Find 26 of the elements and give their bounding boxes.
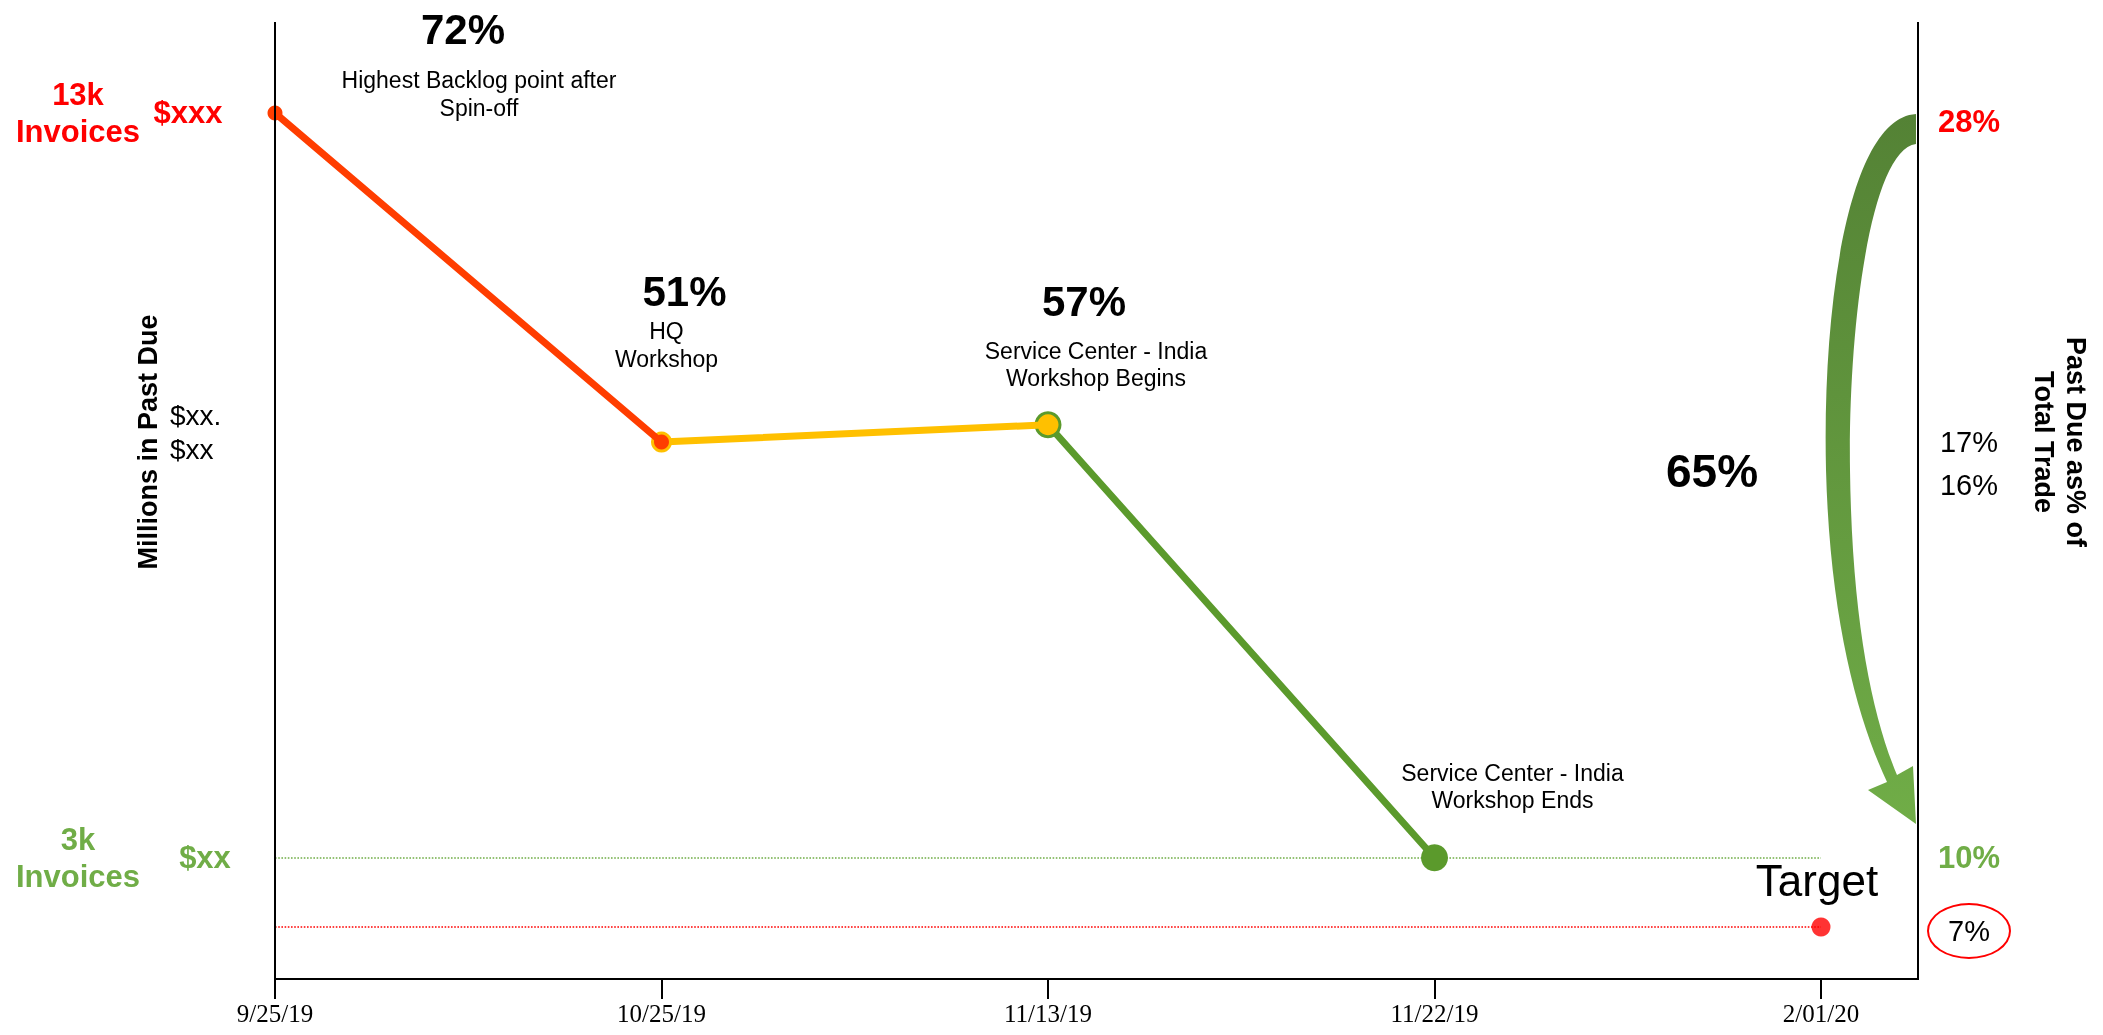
text: 7% — [1948, 913, 1990, 949]
annotation: 51% — [642, 266, 727, 317]
x-tick-label: 11/22/19 — [1390, 1000, 1479, 1027]
x-tick-label: 2/01/20 — [1782, 1000, 1860, 1027]
y-axis-title: Millions in Past Due — [131, 314, 164, 570]
text: 10% — [1937, 839, 2001, 877]
annotation: Service Center - India Workshop Ends — [1400, 760, 1625, 816]
text: 28% — [1937, 103, 2001, 141]
text: 3k Invoices — [14, 820, 142, 895]
x-tick-label: 10/25/19 — [617, 1000, 706, 1027]
annotation: Service Center - India Workshop Begins — [983, 338, 1209, 394]
text: 16% — [1939, 467, 1999, 503]
text: 17% — [1939, 424, 1999, 460]
text: Past Due as% of Total Trade — [2028, 335, 2093, 550]
annotation: 65% — [1665, 444, 1759, 500]
annotation: Target — [1755, 854, 1879, 907]
annotation: HQ Workshop — [613, 318, 720, 374]
annotation: Highest Backlog point after Spin-off — [340, 67, 618, 123]
text: $xx. $xx — [170, 399, 223, 467]
text: $xxx — [153, 94, 223, 132]
x-tick-label: 9/25/19 — [236, 1000, 314, 1027]
annotation: 57% — [1041, 276, 1127, 327]
text: 13k Invoices — [14, 75, 142, 151]
x-tick-label: 11/13/19 — [1004, 1000, 1092, 1027]
text: 72% — [420, 4, 506, 55]
text: $xx — [179, 839, 231, 877]
